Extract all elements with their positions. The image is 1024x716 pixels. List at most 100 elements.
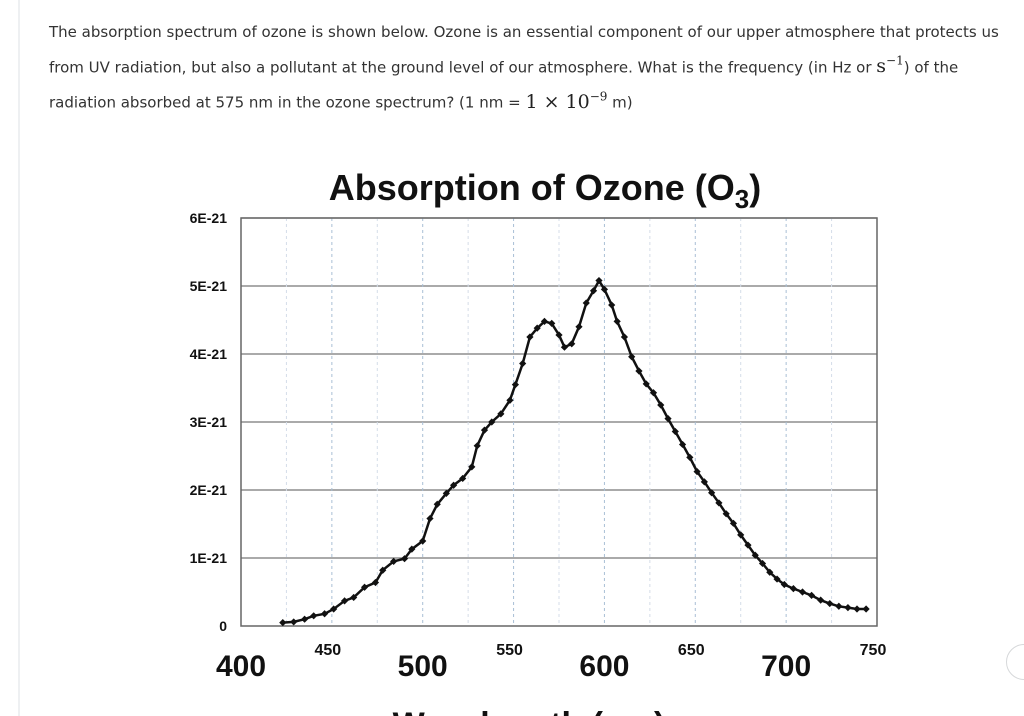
conversion-value: 1 × 10−9 — [525, 89, 608, 113]
content-left-border — [18, 0, 20, 716]
question-text-part1: The absorption spectrum of ozone is show… — [49, 23, 999, 77]
data-point-marker — [426, 514, 434, 523]
data-point-marker — [729, 519, 738, 527]
data-point-marker — [419, 537, 427, 545]
x-minor-tick-label: 650 — [678, 642, 705, 659]
data-point-marker — [320, 610, 329, 618]
data-point-marker — [620, 333, 629, 341]
data-point-marker — [442, 489, 450, 497]
data-point-marker — [548, 319, 556, 327]
data-point-marker — [826, 599, 834, 608]
data-point-marker — [480, 426, 489, 434]
y-tick-label: 1E-21 — [190, 550, 228, 566]
data-point-marker — [700, 478, 708, 486]
data-point-marker — [497, 410, 505, 418]
data-point-marker — [600, 285, 609, 293]
data-point-marker — [642, 380, 650, 388]
data-point-marker — [330, 605, 338, 613]
data-point-marker — [613, 317, 621, 325]
data-point-marker — [533, 324, 541, 332]
x-major-tick-label: 700 — [761, 650, 811, 683]
data-point-marker — [744, 541, 752, 549]
gridlines — [240, 217, 878, 626]
data-point-marker — [798, 588, 807, 596]
conversion-unit: m) — [607, 93, 633, 112]
question-text: The absorption spectrum of ozone is show… — [49, 18, 1021, 118]
data-point-marker — [649, 389, 658, 397]
absorption-series — [282, 278, 867, 624]
data-point-marker — [817, 596, 825, 604]
data-point-marker — [589, 287, 598, 295]
x-minor-tick-label: 450 — [315, 642, 342, 659]
x-minor-tick-label: 750 — [860, 642, 887, 659]
data-point-marker — [290, 618, 298, 626]
data-point-marker — [737, 531, 745, 539]
data-point-marker — [468, 463, 476, 471]
y-tick-label: 6E-21 — [190, 210, 228, 226]
data-point-marker — [628, 353, 636, 361]
data-point-marker — [360, 583, 369, 591]
chart-title: Absorption of Ozone (O3) — [329, 167, 761, 214]
data-point-marker — [400, 555, 409, 563]
data-point-marker — [459, 474, 467, 483]
data-point-marker — [853, 605, 861, 613]
data-point-marker — [789, 585, 798, 593]
data-point-marker — [608, 301, 616, 309]
data-point-marker — [371, 578, 380, 587]
data-point-marker — [766, 568, 774, 576]
conversion-coefficient: 1 × 10 — [525, 90, 590, 113]
data-point-marker — [671, 427, 679, 436]
data-point-marker — [773, 575, 781, 583]
data-point-marker — [678, 440, 687, 449]
absorption-markers — [279, 276, 870, 627]
data-point-marker — [568, 340, 576, 348]
y-tick-label: 5E-21 — [190, 278, 228, 294]
data-point-marker — [595, 276, 603, 285]
data-point-marker — [835, 602, 843, 610]
data-point-marker — [408, 545, 416, 553]
x-tick-labels: 400 500 600 700 450 550 650 750 — [216, 642, 886, 683]
question-text-part2: ) of the radiation absorbed at 575 nm in… — [49, 58, 959, 112]
x-major-tick-label: 600 — [579, 650, 629, 683]
conversion-exponent: −9 — [589, 89, 608, 104]
x-major-tick-label: 500 — [398, 650, 448, 683]
data-point-marker — [575, 323, 583, 331]
data-point-marker — [511, 381, 519, 389]
data-point-marker — [488, 418, 496, 426]
y-tick-label: 2E-21 — [190, 482, 228, 498]
data-point-marker — [664, 415, 672, 423]
data-point-marker — [807, 591, 816, 599]
unit-base: s — [876, 55, 887, 78]
data-point-marker — [560, 343, 569, 351]
absorption-line — [282, 278, 867, 624]
data-point-marker — [555, 331, 563, 339]
data-point-marker — [708, 489, 716, 497]
data-point-marker — [433, 500, 441, 508]
x-major-tick-label: 400 — [216, 650, 266, 683]
plot-border — [240, 217, 878, 627]
data-point-marker — [340, 597, 349, 605]
data-point-marker — [862, 605, 870, 613]
data-point-marker — [657, 401, 665, 409]
data-point-marker — [722, 510, 730, 518]
data-point-marker — [450, 481, 458, 489]
data-point-marker — [301, 615, 309, 623]
data-point-marker — [715, 499, 723, 507]
y-tick-labels: 0 1E-21 2E-21 3E-21 4E-21 5E-21 6E-21 — [190, 210, 228, 634]
data-point-marker — [519, 359, 527, 368]
data-point-marker — [279, 619, 287, 627]
data-point-marker — [526, 333, 534, 341]
data-point-marker — [751, 551, 759, 559]
y-tick-label: 0 — [219, 618, 227, 634]
data-point-marker — [350, 593, 358, 602]
x-minor-tick-label: 550 — [496, 642, 523, 659]
y-tick-label: 4E-21 — [190, 346, 228, 362]
unit-per-second: s−1 — [876, 54, 904, 78]
data-point-marker — [635, 367, 643, 375]
y-tick-label: 3E-21 — [190, 414, 228, 430]
unit-exponent: −1 — [886, 54, 904, 68]
data-point-marker — [582, 299, 590, 307]
data-point-marker — [758, 559, 767, 568]
data-point-marker — [473, 442, 481, 450]
